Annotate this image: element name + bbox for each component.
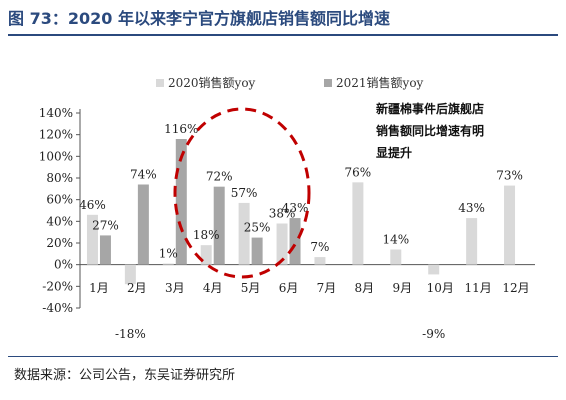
bar-2020 [276,223,288,265]
data-label: 18% [193,228,220,242]
y-tick-label: 120% [39,128,73,142]
bar-2020 [390,249,402,265]
bar-2021 [213,186,225,265]
y-tick-label: 60% [46,193,73,207]
data-label: 43% [458,201,485,215]
annotation-line-1: 新疆棉事件后旗舰店 [376,101,484,116]
bar-2020 [428,264,440,275]
data-label: 1% [159,247,178,261]
bar-2020 [504,185,516,265]
x-tick-label: 9月 [392,281,412,295]
data-label: 76% [345,165,372,179]
bar-2021 [251,237,263,265]
data-label: 72% [206,170,233,184]
bar-2021 [137,184,149,265]
annotation-note: 新疆棉事件后旗舰店 销售额同比增速有明 显提升 [376,101,484,160]
x-tick-label: 3月 [165,281,185,295]
bar-2020 [238,202,250,265]
x-tick-label: 12月 [502,281,529,295]
bar-2020 [86,214,98,265]
legend-swatch-2021 [324,79,332,87]
y-tick-label: 100% [39,149,73,163]
bar-2021 [289,218,301,265]
bar-2021 [175,139,187,265]
data-label: 7% [310,240,329,254]
footer-rule [8,356,558,357]
bar-2020 [162,263,174,265]
data-label: 73% [496,169,523,183]
bar-2020 [352,182,364,265]
legend-swatch-2020 [156,79,164,87]
bar-2021 [99,235,111,265]
x-tick-label: 8月 [355,281,375,295]
y-tick-label: 40% [46,214,73,228]
y-tick-label: 80% [46,171,73,185]
bar-2020 [200,245,212,265]
x-tick-label: 5月 [241,281,261,295]
data-label: 43% [282,201,309,215]
y-tick-label: 20% [46,236,73,250]
annotation-line-3: 显提升 [376,145,412,160]
figure-title: 图 73：2020 年以来李宁官方旗舰店销售额同比增速 [8,9,390,28]
highlight-circle [173,107,311,279]
data-label: -18% [115,327,146,341]
data-label: 27% [92,218,119,232]
bar-2020 [466,218,478,265]
data-label: 38% [269,207,296,221]
y-tick-label: 0% [54,258,73,272]
bars-layer [86,139,516,285]
data-label: 57% [231,186,258,200]
data-label: 14% [382,233,409,247]
x-tick-label: 2月 [127,281,147,295]
y-tick-label: -20% [42,279,73,293]
x-tick-label: 4月 [203,281,223,295]
annotation-line-2: 销售额同比增速有明 [376,123,484,138]
bar-2020 [314,257,326,265]
x-tick-label: 1月 [89,281,109,295]
y-tick-label: -40% [42,301,73,315]
axis-layer: -40% -20% 0% 20% 40% 60% 80% 100% 120% 140% [39,106,535,315]
x-tick-label: 6月 [279,281,299,295]
data-label: 116% [164,122,198,136]
x-tick-label: 11月 [464,281,491,295]
source-note: 数据来源：公司公告，东吴证券研究所 [14,368,236,383]
x-tick-label: 10月 [427,281,454,295]
legend-label-2021: 2021销售额yoy [336,75,424,90]
data-label: -9% [422,327,445,341]
data-label: 74% [130,168,157,182]
title-rule [8,34,558,36]
legend: 2020销售额yoy 2021销售额yoy [156,75,424,90]
x-tick-label: 7月 [317,281,337,295]
y-tick-label: 140% [39,106,73,120]
data-label: 25% [244,221,271,235]
data-label: 46% [79,198,106,212]
labels-layer: 46% 27% 1月 -18% 74% 2月 1% 116% 3月 18% 72% 4月 57% 25% 5… [79,122,530,341]
bar-2020 [124,264,136,285]
legend-label-2020: 2020销售额yoy [168,75,256,90]
